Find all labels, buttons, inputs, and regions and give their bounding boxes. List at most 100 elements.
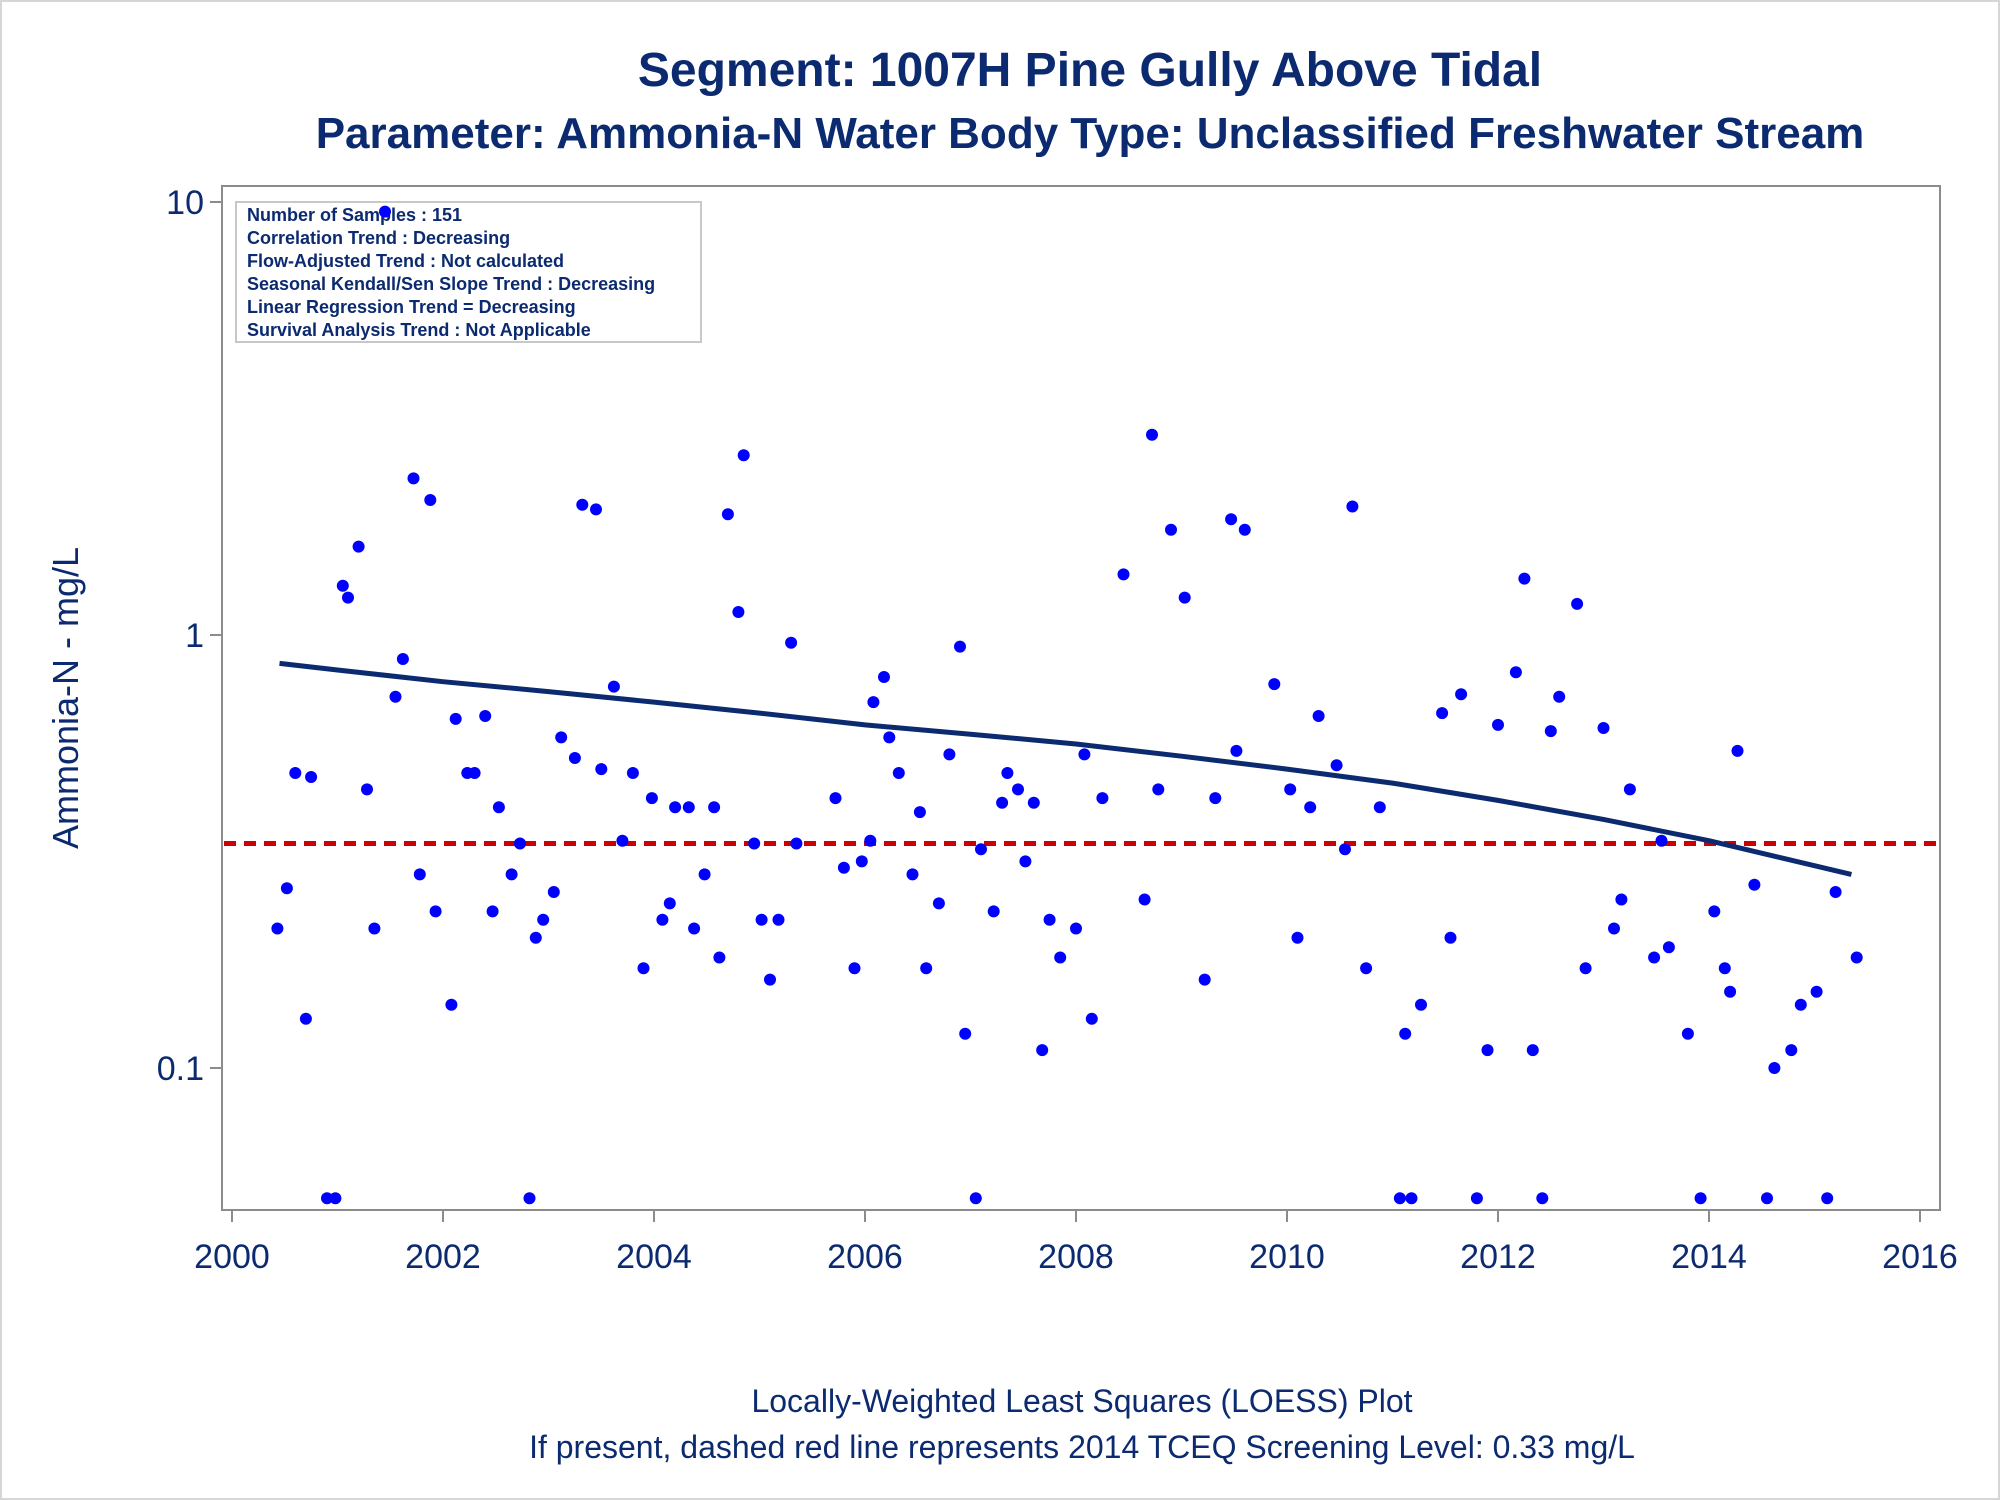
data-point <box>547 886 560 898</box>
x-tick-label: 2016 <box>1882 1238 1958 1276</box>
data-point <box>529 931 542 944</box>
data-point <box>913 806 926 819</box>
data-point <box>932 897 945 910</box>
data-point <box>1662 941 1675 954</box>
data-point <box>772 913 785 926</box>
x-tick-label: 2004 <box>616 1238 692 1276</box>
data-point <box>1655 834 1668 847</box>
data-point <box>1681 1027 1694 1040</box>
data-point <box>389 690 402 703</box>
data-point <box>892 767 905 779</box>
data-point <box>669 801 682 814</box>
data-point <box>969 1192 982 1205</box>
data-point <box>1597 722 1610 734</box>
info-box-border <box>235 201 702 343</box>
data-point <box>505 868 518 881</box>
data-point <box>1284 783 1297 796</box>
data-point <box>1096 792 1109 805</box>
data-point <box>708 801 721 814</box>
y-tick-label: 10 <box>166 184 204 222</box>
data-point <box>424 494 437 506</box>
y-tick-label: 1 <box>185 617 204 655</box>
data-point <box>837 861 850 874</box>
data-point <box>379 205 391 218</box>
data-point <box>568 752 581 764</box>
data-point <box>1761 1192 1773 1205</box>
data-point <box>785 636 798 649</box>
info-box-line-5: Linear Regression Trend = Decreasing <box>247 297 576 317</box>
data-point <box>996 796 1009 809</box>
data-point <box>289 767 302 779</box>
data-point <box>1152 783 1165 796</box>
data-point <box>1455 688 1468 701</box>
data-point <box>590 503 602 516</box>
data-point <box>1027 796 1040 809</box>
data-point <box>1198 973 1211 986</box>
x-tick-label: 2008 <box>1038 1238 1114 1276</box>
data-point <box>1312 710 1325 722</box>
data-point <box>764 973 776 986</box>
data-point <box>479 710 492 722</box>
data-point <box>1012 783 1024 796</box>
data-point <box>413 868 426 881</box>
data-point <box>1054 951 1067 964</box>
data-point <box>1810 985 1823 998</box>
data-point <box>920 962 933 975</box>
x-tick-label: 2012 <box>1460 1238 1536 1276</box>
data-point <box>864 834 877 847</box>
data-point <box>595 763 608 776</box>
data-point <box>713 951 726 964</box>
data-point <box>1291 931 1304 944</box>
x-tick-label: 2006 <box>827 1238 903 1276</box>
data-point <box>1518 572 1531 585</box>
data-point <box>1360 962 1373 975</box>
data-point <box>555 731 568 744</box>
info-box-line-4: Seasonal Kendall/Sen Slope Trend : Decre… <box>247 274 655 294</box>
data-point <box>954 640 966 653</box>
data-point <box>1346 500 1359 513</box>
x-tick-label: 2000 <box>194 1238 270 1276</box>
data-point <box>299 1012 312 1025</box>
data-point <box>1623 783 1636 796</box>
x-tick-label: 2002 <box>405 1238 481 1276</box>
data-point <box>368 922 381 935</box>
data-point <box>352 540 365 553</box>
data-point <box>1509 666 1522 679</box>
data-points <box>271 205 1863 1205</box>
data-point <box>688 922 701 935</box>
data-point <box>1470 1192 1483 1205</box>
data-point <box>755 913 768 926</box>
data-point <box>663 897 676 910</box>
data-point <box>1648 951 1661 964</box>
data-point <box>906 868 919 881</box>
data-point <box>1268 678 1281 691</box>
data-point <box>1544 725 1557 738</box>
data-point <box>1492 718 1504 731</box>
data-point <box>616 834 629 847</box>
x-tick-label: 2014 <box>1671 1238 1747 1276</box>
data-point <box>1718 962 1731 975</box>
data-point <box>1399 1027 1412 1040</box>
data-point <box>523 1192 536 1205</box>
data-point <box>698 868 711 881</box>
data-point <box>1481 1044 1494 1057</box>
data-point <box>1036 1044 1049 1057</box>
data-point <box>975 843 987 856</box>
y-axis: 0.1 1 10 <box>157 184 222 1088</box>
data-point <box>1001 767 1014 779</box>
data-point <box>514 837 526 850</box>
data-point <box>342 591 354 604</box>
data-point <box>645 792 658 805</box>
data-point <box>987 905 1000 918</box>
data-point <box>1731 744 1744 757</box>
y-tick-label: 0.1 <box>157 1050 204 1088</box>
data-point <box>878 671 890 683</box>
data-point <box>848 962 861 975</box>
data-point <box>1304 801 1317 814</box>
data-point <box>396 653 409 665</box>
info-box-line-6: Survival Analysis Trend : Not Applicable <box>247 320 591 340</box>
data-point <box>1415 998 1427 1011</box>
data-point <box>271 922 284 935</box>
data-point <box>1850 951 1863 964</box>
data-point <box>321 1192 333 1205</box>
